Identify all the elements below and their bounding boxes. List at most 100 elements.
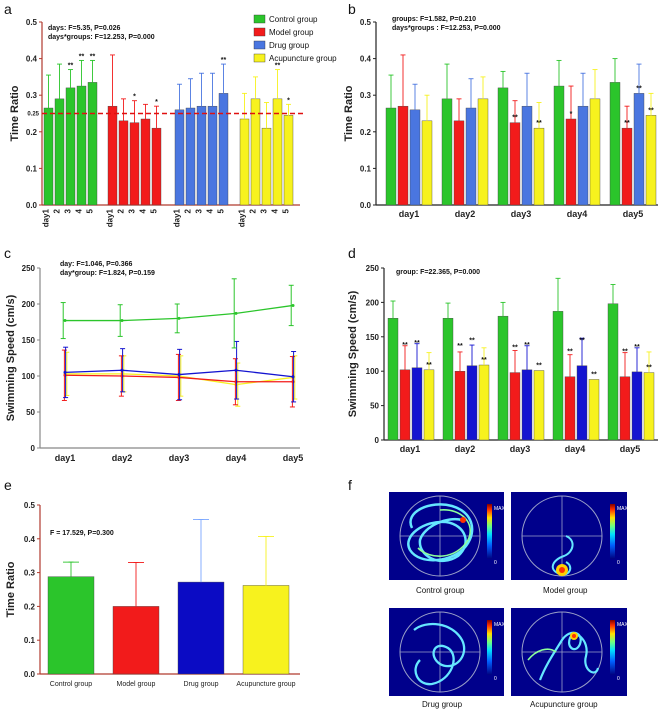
y-tick-label: 0.1 [26,164,38,173]
y-tick-label: 100 [22,372,36,381]
data-point [63,370,67,374]
x-tick-label: day5 [283,453,304,463]
y-tick-label: 0.2 [24,602,36,611]
bar [533,370,545,441]
bar [454,371,466,441]
x-tick-label: 3 [195,208,204,213]
bar [177,581,225,675]
bar [283,115,294,206]
bar [261,127,272,206]
scale-min-label: 0 [617,676,620,682]
data-point [291,375,295,379]
heatmap-caption-drug: Drug group [422,700,463,709]
x-tick-label: day5 [620,444,641,454]
swim-path [407,503,474,563]
heatmap-caption-acupuncture: Acupuncture group [530,700,598,709]
x-tick-label: 5 [150,208,159,213]
x-tick-label: 3 [64,208,73,213]
x-tick-label: 3 [128,208,137,213]
significance-marker: ** [579,338,585,345]
bar [564,376,576,441]
y-axis-label: Time Ratio [343,85,355,141]
heatmap-panel: MAX 0 Control group MAX 0 Model group MA… [389,492,629,709]
heatmap-control: MAX 0 Control group [389,492,506,595]
x-tick-label: Drug group [183,681,218,688]
x-tick-label: 4 [206,208,215,213]
significance-marker: ** [481,357,487,364]
legend-label-model: Model group [269,28,314,37]
bar [553,85,565,206]
significance-marker: * [155,99,158,106]
data-point [120,368,124,372]
bar [387,318,399,441]
significance-marker: ** [402,342,408,349]
bar [399,369,411,441]
x-tick-label: day1 [55,453,76,463]
bar [87,82,98,206]
y-tick-label: 0 [31,444,36,453]
x-tick-label: day4 [565,444,586,454]
stat-annotation: day: F=1.046, P=0.366 [60,261,132,268]
legend-swatch-control [253,14,266,24]
bar [521,369,533,441]
heatmap-acupuncture: MAX 0 Acupuncture group [511,608,629,709]
y-tick-label: 200 [366,298,380,307]
bar [411,367,423,441]
y-tick-label: 250 [22,264,36,273]
significance-marker: ** [646,365,652,372]
bar [409,109,421,206]
stat-annotation: days: F=5.35, P=0.026 [48,25,120,32]
bar [621,127,633,206]
x-tick-label: day2 [455,444,476,454]
y-tick-label: 0.0 [360,201,372,210]
x-tick-label: 4 [139,208,148,213]
stat-annotation: days*groups : F=12.253, P=0.000 [392,25,501,32]
chart-d: 0 50 100 150 200 250 Swimming Speed (cm/s) grou… [347,264,658,454]
y-tick-label: 0.0 [26,201,38,210]
scale-max-label: MAX [617,506,629,512]
x-tick-label: day2 [112,453,133,463]
y-tick-label: 50 [26,408,35,417]
significance-marker: ** [567,349,573,356]
data-point [177,316,181,320]
bar [196,105,207,206]
hotspot [460,517,466,523]
bar [565,118,577,206]
x-tick-label: Control group [50,681,93,688]
significance-marker: ** [524,342,530,349]
y-tick-label: 0.2 [360,128,372,137]
scale-min-label: 0 [617,560,620,566]
hotspot [572,634,576,638]
x-tick-label: 5 [282,208,291,213]
bar [76,85,87,206]
x-tick-label: Model group [117,681,156,688]
bar [174,109,185,206]
bar [619,376,631,441]
panel-label-c: c [4,245,11,261]
x-tick-label: day3 [511,209,532,219]
bar [185,107,196,206]
y-tick-label: 0.4 [26,55,38,64]
x-tick-label: 5 [86,208,95,213]
y-axis-label: Swimming Speed (cm/s) [347,290,359,417]
significance-marker: ** [634,344,640,351]
bar [453,120,465,206]
bar [397,105,409,206]
y-axis-label: Time Ratio [5,561,17,617]
stat-annotation: F = 17.529, P=0.300 [50,530,114,537]
scale-min-label: 0 [494,560,497,566]
bar [65,87,76,206]
y-tick-label: 0.1 [24,636,36,645]
bar [552,311,564,441]
y-tick-label: 0.0 [24,670,36,679]
heatmap-model: MAX 0 Model group [511,492,629,595]
significance-marker: ** [68,63,74,70]
heatmap-drug: MAX 0 Drug group [389,608,506,709]
bar [218,93,229,206]
y-axis-label: Swimming Speed (cm/s) [5,294,17,421]
significance-marker: ** [469,338,475,345]
panel-label-d: d [348,245,356,261]
stat-annotation: day*group: F=1.824, P=0.159 [60,270,155,277]
reference-line-label: 0.25 [27,112,39,118]
bar [441,98,453,206]
